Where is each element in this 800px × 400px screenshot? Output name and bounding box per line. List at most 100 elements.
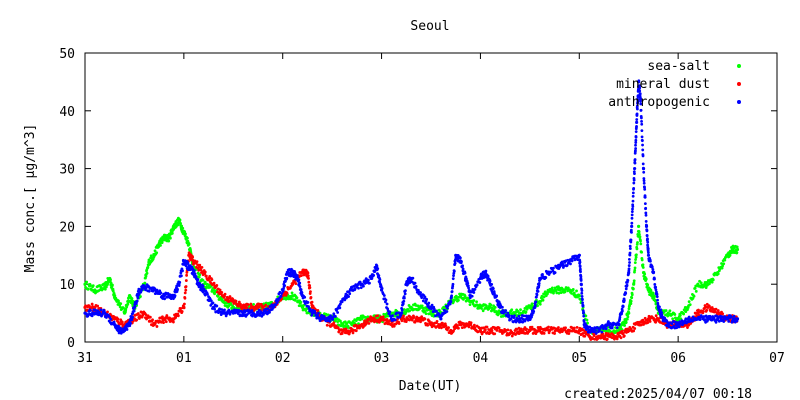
data-point <box>660 311 664 314</box>
data-point <box>630 296 634 300</box>
data-point <box>366 278 370 282</box>
data-point <box>316 309 320 312</box>
data-point <box>604 327 608 331</box>
y-tick-label: 50 <box>59 47 75 62</box>
data-point <box>541 298 545 302</box>
data-point <box>377 274 381 278</box>
data-point <box>275 301 279 305</box>
data-point <box>475 300 478 304</box>
data-point <box>629 302 633 305</box>
data-point <box>714 307 718 311</box>
data-point <box>463 271 467 275</box>
data-point <box>452 269 456 273</box>
data-point <box>735 247 740 252</box>
data-point <box>451 277 455 281</box>
data-point <box>481 309 485 313</box>
data-point <box>645 229 649 233</box>
data-point <box>630 224 634 228</box>
data-point <box>634 147 638 150</box>
data-point <box>295 274 299 278</box>
data-point <box>532 331 536 335</box>
data-point <box>298 285 302 289</box>
data-point <box>532 310 536 313</box>
data-point <box>435 309 438 313</box>
data-point <box>105 316 108 319</box>
data-point <box>227 304 231 308</box>
data-point <box>500 305 504 309</box>
data-point <box>159 244 162 247</box>
data-point <box>176 223 180 227</box>
data-point <box>711 278 715 282</box>
data-point <box>184 279 188 282</box>
data-point <box>615 326 619 329</box>
data-point <box>687 315 691 319</box>
data-point <box>412 316 416 319</box>
data-point <box>249 302 253 306</box>
series-anthropogenic <box>83 79 740 335</box>
data-point <box>668 309 672 313</box>
data-point <box>268 310 271 314</box>
data-point <box>448 302 452 306</box>
data-point <box>579 279 583 282</box>
data-point <box>94 308 97 312</box>
data-point <box>157 245 160 249</box>
data-point <box>622 298 626 302</box>
data-point <box>447 326 450 330</box>
data-point <box>343 298 347 302</box>
data-point <box>473 326 477 329</box>
data-point <box>627 258 631 261</box>
data-point <box>646 251 650 255</box>
data-point <box>163 297 167 301</box>
data-point <box>402 314 405 318</box>
data-point <box>723 258 727 262</box>
data-point <box>426 303 430 307</box>
data-point <box>634 138 638 142</box>
data-point <box>250 309 254 312</box>
data-point <box>362 284 365 288</box>
data-point <box>280 292 284 295</box>
data-point <box>220 290 224 294</box>
data-point <box>633 158 637 161</box>
data-point <box>732 314 736 318</box>
data-point <box>727 319 731 323</box>
data-point <box>198 273 202 277</box>
data-point <box>721 264 725 268</box>
data-point <box>649 288 653 292</box>
data-point <box>209 299 213 303</box>
data-point <box>632 178 636 182</box>
data-point <box>170 232 174 235</box>
data-point <box>347 290 351 293</box>
data-point <box>360 317 364 321</box>
data-point <box>435 319 439 323</box>
data-point <box>583 334 587 338</box>
data-point <box>619 336 623 340</box>
data-point <box>640 122 644 126</box>
data-point <box>186 236 189 240</box>
data-point <box>90 314 94 318</box>
data-point <box>313 311 317 315</box>
data-point <box>257 305 261 309</box>
data-point <box>180 310 184 313</box>
data-point <box>655 295 659 299</box>
data-point <box>579 275 583 279</box>
data-point <box>451 282 455 286</box>
data-point <box>106 310 109 314</box>
data-point <box>641 154 645 158</box>
data-point <box>439 317 443 321</box>
data-point <box>164 320 168 324</box>
data-point <box>637 224 641 228</box>
data-point <box>642 177 646 180</box>
data-point <box>388 310 392 314</box>
data-point <box>143 281 147 285</box>
data-point <box>251 305 255 309</box>
data-point <box>620 309 624 313</box>
data-point <box>684 310 688 313</box>
data-point <box>135 299 139 303</box>
data-point <box>637 79 641 83</box>
y-tick-label: 0 <box>67 336 75 351</box>
data-point <box>212 281 216 285</box>
data-point <box>116 317 120 321</box>
data-point <box>631 191 635 195</box>
data-point <box>635 104 639 108</box>
